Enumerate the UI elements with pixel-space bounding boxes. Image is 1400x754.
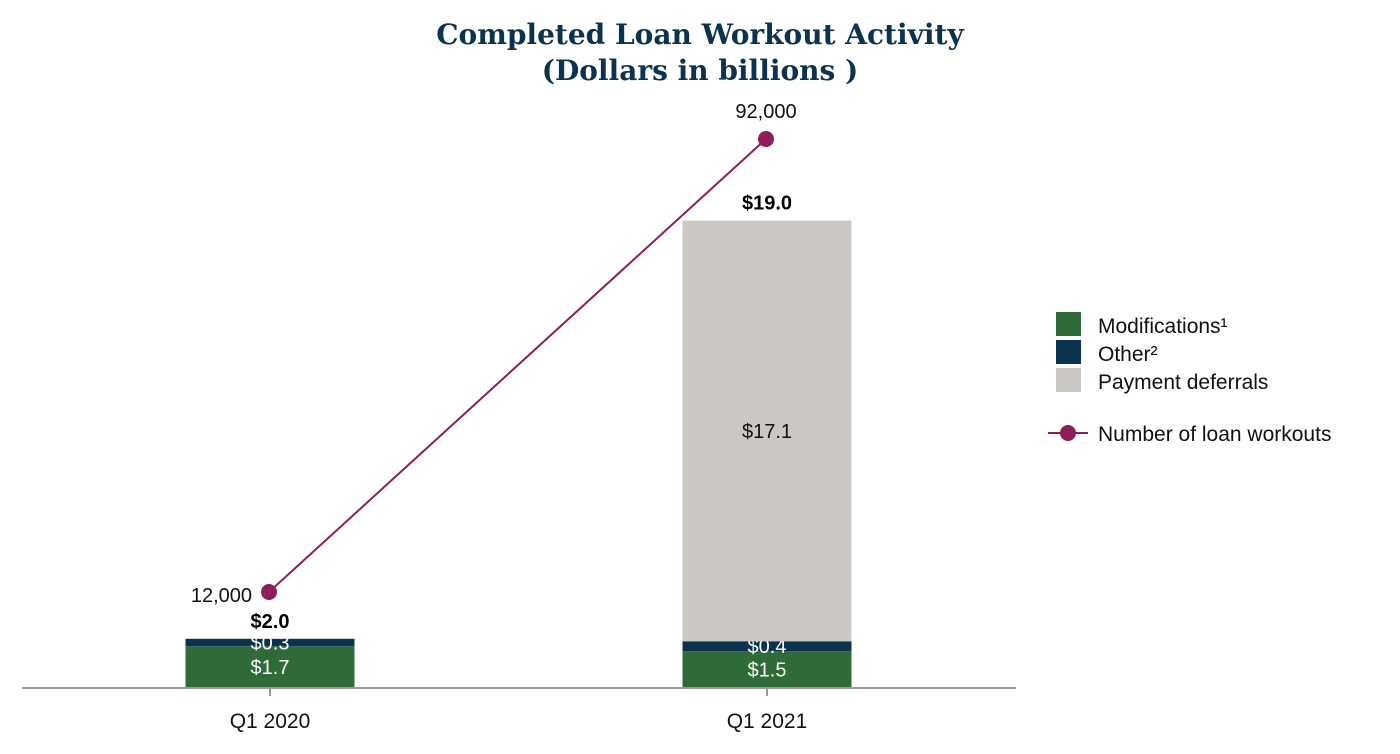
bar-total-label: $2.0 <box>251 611 290 633</box>
workouts-point <box>758 131 774 147</box>
legend-swatch <box>1056 340 1081 364</box>
legend-label: Number of loan workouts <box>1098 423 1331 446</box>
x-axis: Q1 2020 Q1 2021 <box>22 687 1016 733</box>
x-tick-label: Q1 2020 <box>230 710 311 733</box>
workouts-line <box>268 138 767 593</box>
legend-label: Payment deferrals <box>1098 371 1268 394</box>
bar-total-label: $19.0 <box>742 193 792 215</box>
bar-segment <box>185 646 355 688</box>
bar-value-label: $0.4 <box>748 636 787 658</box>
bar-value-label: $17.1 <box>742 421 792 443</box>
chart-title: Completed Loan Workout Activity <box>436 18 964 51</box>
bar-value-label: $1.5 <box>748 660 787 682</box>
bar-segment <box>185 638 355 647</box>
bar-segment <box>682 220 852 642</box>
line-layer: 12,000 92,000 <box>191 101 797 607</box>
x-tick-label: Q1 2021 <box>727 710 808 733</box>
legend-label: Modifications¹ <box>1098 315 1228 338</box>
bar-layer: $1.7 $0.3$2.0 $1.5$0.4 $17.1 $19.0 <box>185 193 852 688</box>
legend: Modifications¹ Other² Payment deferrals Num… <box>1048 312 1331 446</box>
workouts-value-label: 92,000 <box>735 101 796 123</box>
bar-value-label: $0.3 <box>251 632 290 654</box>
workouts-value-label: 12,000 <box>191 585 252 607</box>
bar-value-label: $1.7 <box>251 657 290 679</box>
workouts-point <box>261 584 277 600</box>
legend-swatch <box>1056 312 1081 336</box>
legend-label: Other² <box>1098 343 1158 366</box>
legend-swatch <box>1056 368 1081 392</box>
bar-segment <box>682 641 852 652</box>
legend-line-marker <box>1060 425 1076 441</box>
chart-subtitle: (Dollars in billions ) <box>542 54 859 87</box>
bar-segment <box>682 651 852 688</box>
